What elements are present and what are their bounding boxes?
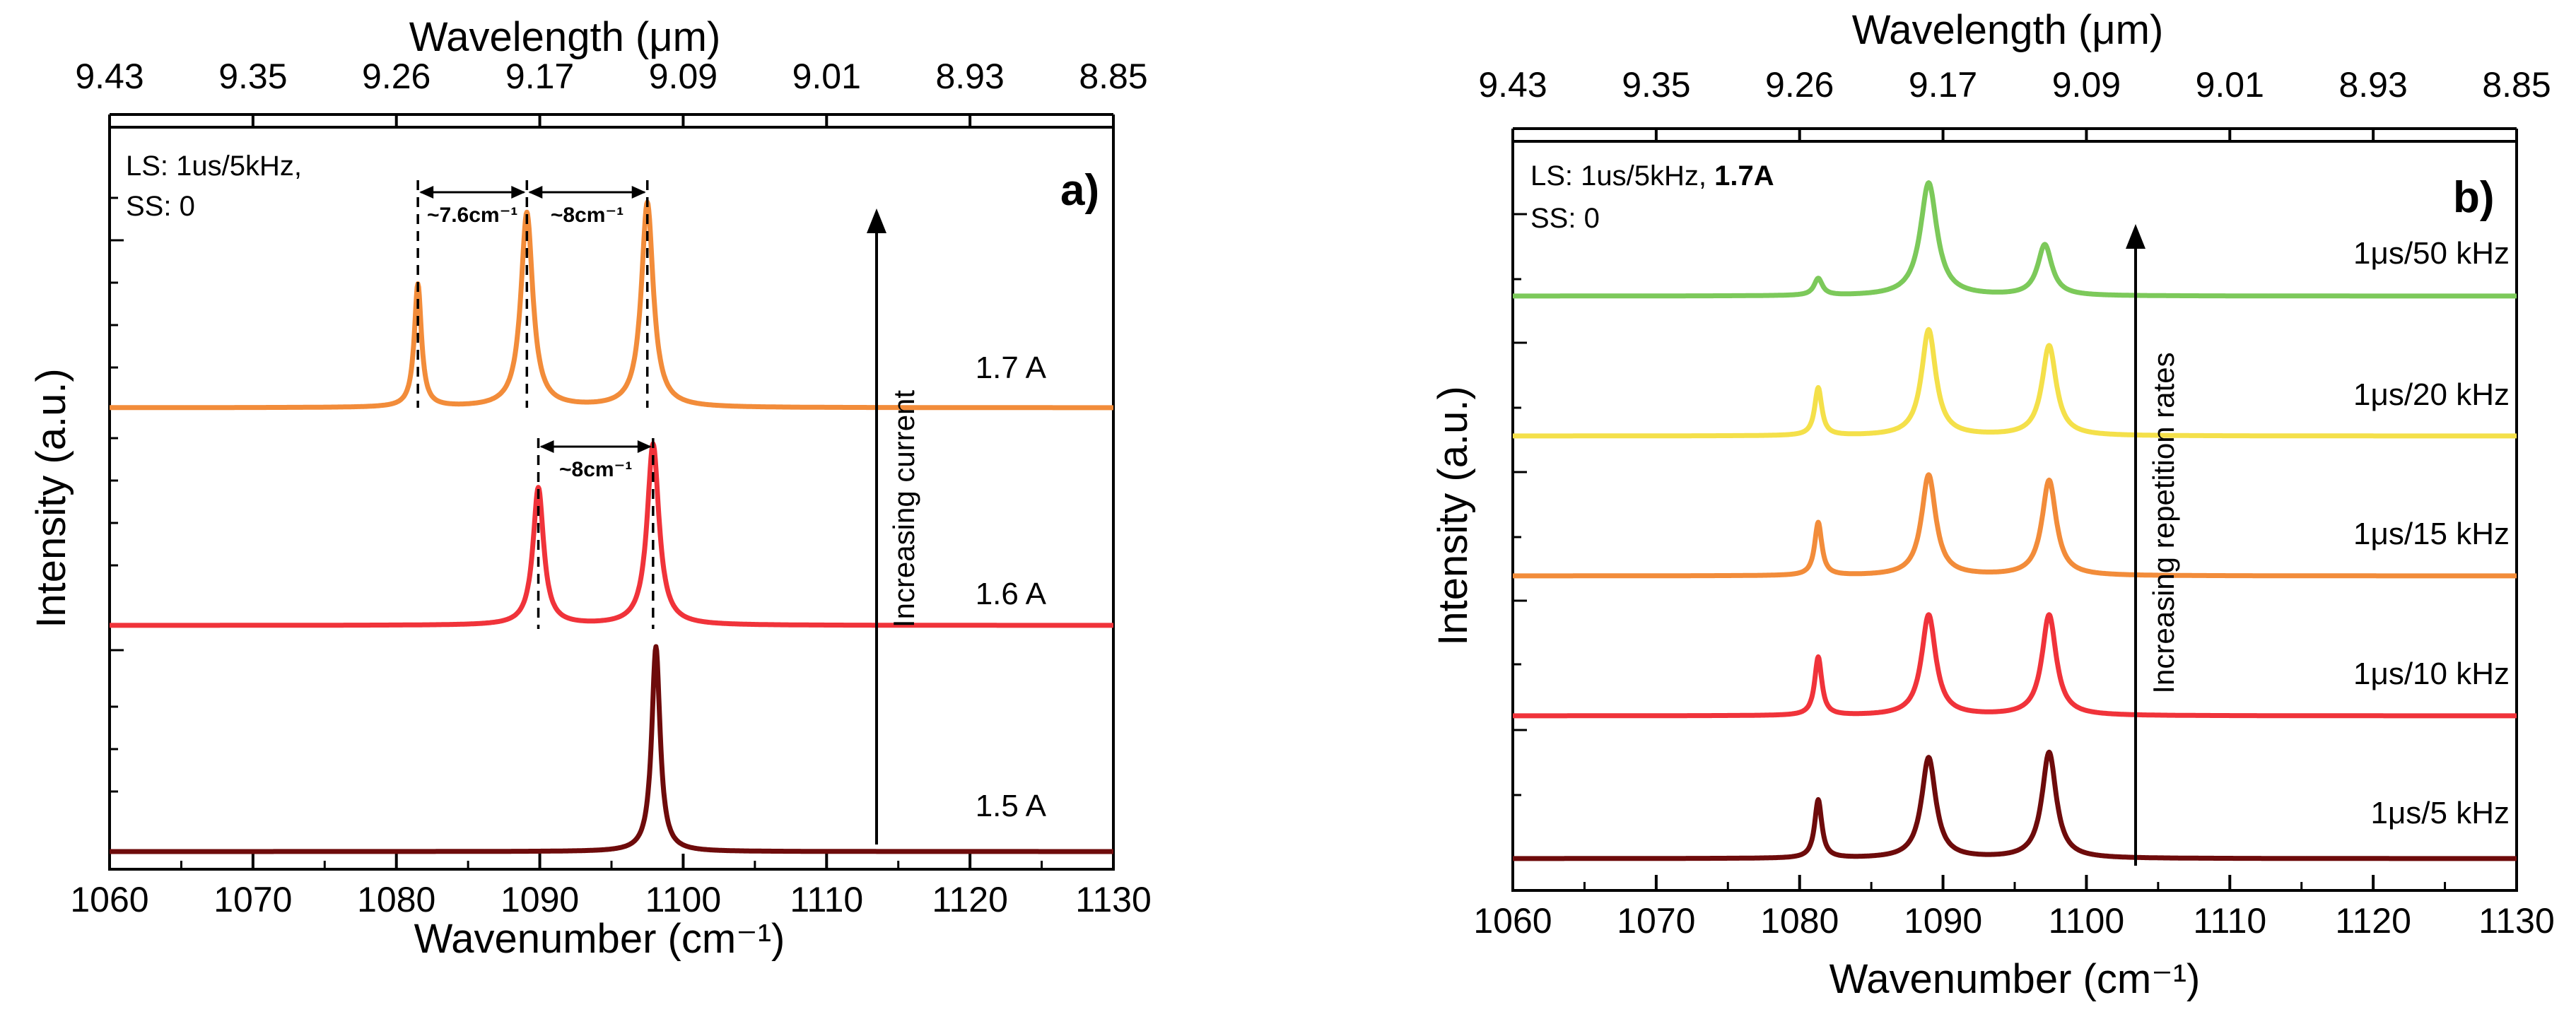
panel-b-top-tick-labels: 9.43 9.35 9.26 9.17 9.09 9.01 8.93 8.85	[1478, 65, 2551, 143]
panel-a-bottom-tick-labels: 1060 1070 1080 1090 1100 1110 1120 1130	[70, 854, 1152, 919]
panel-b-annotation-current: 1.7A	[1714, 160, 1774, 192]
bottom-tick-label: 1130	[2478, 901, 2555, 941]
panel-a-spacing-markers: ~7.6cm⁻¹ ~8cm⁻¹ ~8cm⁻¹	[416, 180, 655, 629]
spacing-arrowhead	[528, 186, 543, 199]
top-tick-label: 9.43	[1478, 65, 1547, 105]
top-tick-label: 9.26	[362, 57, 431, 96]
panel-b: Wavelength (μm) 9.43 9.35 9.26 9.17 9.09 9.01…	[1430, 7, 2555, 1002]
panel-a-series	[107, 199, 1116, 854]
top-tick-label: 8.93	[935, 57, 1004, 96]
panel-b-bottom-tick-labels: 1060 1070 1080 1090 1100 1110 1120 1130	[1473, 875, 2555, 941]
top-tick-label: 8.85	[1079, 57, 1147, 96]
bottom-tick-label: 1120	[2335, 901, 2411, 941]
spacing-arrowhead	[419, 186, 434, 199]
panel-a-arrow-label: Increasing current	[887, 390, 920, 628]
bottom-tick-label: 1090	[1904, 901, 1982, 941]
panel-b-arrow-label: Increasing repetition rates	[2147, 352, 2180, 693]
panel-a-annotation-line-1: LS: 1us/5kHz,	[126, 151, 302, 182]
bottom-tick-label: 1120	[932, 880, 1008, 919]
series-line	[1511, 612, 2519, 719]
panel-b-series	[1511, 180, 2519, 861]
panel-b-annotation-line-2: SS: 0	[1530, 203, 1600, 234]
panel-b-annotation-text: LS: 1us/5kHz,	[1530, 160, 1714, 192]
panel-a: Wavelength (μm) 9.43 9.35 9.26 9.17 9.09 9.01…	[28, 14, 1152, 962]
top-tick-label: 8.93	[2338, 65, 2407, 105]
panel-b-increasing-arrow	[2126, 224, 2145, 866]
series-line	[107, 644, 1116, 854]
panel-a-annotation-line-2: SS: 0	[126, 191, 195, 222]
series-label: 1μs/15 kHz	[2353, 517, 2510, 551]
top-tick-label: 9.01	[792, 57, 861, 96]
panel-a-letter: a)	[1060, 166, 1099, 215]
series-line	[107, 199, 1116, 411]
series-line	[1511, 749, 2519, 861]
panel-b-letter: b)	[2453, 173, 2495, 222]
series-line	[1511, 472, 2519, 579]
series-label: 1μs/5 kHz	[2370, 796, 2510, 830]
bottom-tick-label: 1060	[1473, 901, 1552, 941]
series-label: 1.7 A	[976, 351, 1047, 385]
top-tick-label: 9.17	[1909, 65, 1977, 105]
bottom-tick-label: 1110	[2193, 901, 2266, 941]
series-label: 1μs/10 kHz	[2353, 657, 2510, 691]
series-label: 1.5 A	[976, 789, 1047, 823]
spacing-label: ~8cm⁻¹	[559, 458, 632, 481]
series-label: 1.6 A	[976, 577, 1047, 611]
spacing-label: ~8cm⁻¹	[551, 204, 623, 227]
panel-a-top-axis-title: Wavelength (μm)	[409, 14, 721, 60]
bottom-tick-label: 1100	[645, 880, 722, 919]
series-label: 1μs/50 kHz	[2353, 236, 2510, 271]
spacing-arrowhead	[539, 440, 554, 453]
panel-b-y-ticks	[1513, 213, 1527, 860]
top-tick-label: 9.09	[2052, 65, 2121, 105]
top-tick-label: 9.01	[2196, 65, 2264, 105]
panel-a-x-axis-title: Wavenumber (cm⁻¹)	[414, 916, 785, 962]
bottom-tick-label: 1080	[357, 880, 435, 919]
series-line	[1511, 326, 2519, 439]
bottom-tick-label: 1070	[213, 880, 292, 919]
spacing-arrowhead	[511, 186, 526, 199]
top-tick-label: 9.26	[1765, 65, 1834, 105]
spacing-label: ~7.6cm⁻¹	[427, 204, 517, 227]
bottom-tick-label: 1060	[70, 880, 148, 919]
top-tick-label: 9.35	[1622, 65, 1690, 105]
top-tick-label: 9.35	[218, 57, 287, 96]
panel-b-top-axis-title: Wavelength (μm)	[1852, 7, 2164, 53]
bottom-tick-label: 1090	[500, 880, 579, 919]
top-tick-label: 9.17	[505, 57, 574, 96]
bottom-tick-label: 1070	[1617, 901, 1695, 941]
top-tick-label: 9.09	[649, 57, 718, 96]
panel-a-series-labels: 1.5 A 1.6 A 1.7 A	[976, 351, 1047, 823]
panel-b-series-labels: 1μs/5 kHz 1μs/10 kHz 1μs/15 kHz 1μs/20 kHz 1…	[2353, 236, 2510, 830]
panel-a-top-tick-labels: 9.43 9.35 9.26 9.17 9.09 9.01 8.93 8.85	[75, 57, 1148, 129]
spacing-arrowhead	[631, 186, 646, 199]
panel-a-y-axis-title: Intensity (a.u.)	[28, 368, 74, 628]
panel-b-annotation-line-1: LS: 1us/5kHz, 1.7A	[1530, 160, 1774, 192]
bottom-tick-label: 1130	[1075, 880, 1152, 919]
top-tick-label: 9.43	[75, 57, 144, 96]
panel-a-increasing-arrow	[867, 208, 886, 844]
series-label: 1μs/20 kHz	[2353, 377, 2510, 412]
top-tick-label: 8.85	[2482, 65, 2551, 105]
series-line	[107, 441, 1116, 628]
panel-b-x-axis-title: Wavenumber (cm⁻¹)	[1829, 956, 2201, 1002]
bottom-tick-label: 1080	[1760, 901, 1839, 941]
panel-a-plot-frame	[108, 126, 1115, 871]
spacing-arrowhead	[637, 440, 652, 453]
panel-b-y-axis-title: Intensity (a.u.)	[1430, 386, 1476, 645]
bottom-tick-label: 1110	[790, 880, 863, 919]
bottom-tick-label: 1100	[2049, 901, 2125, 941]
panel-a-y-ticks	[110, 196, 124, 853]
series-line	[1511, 180, 2519, 299]
